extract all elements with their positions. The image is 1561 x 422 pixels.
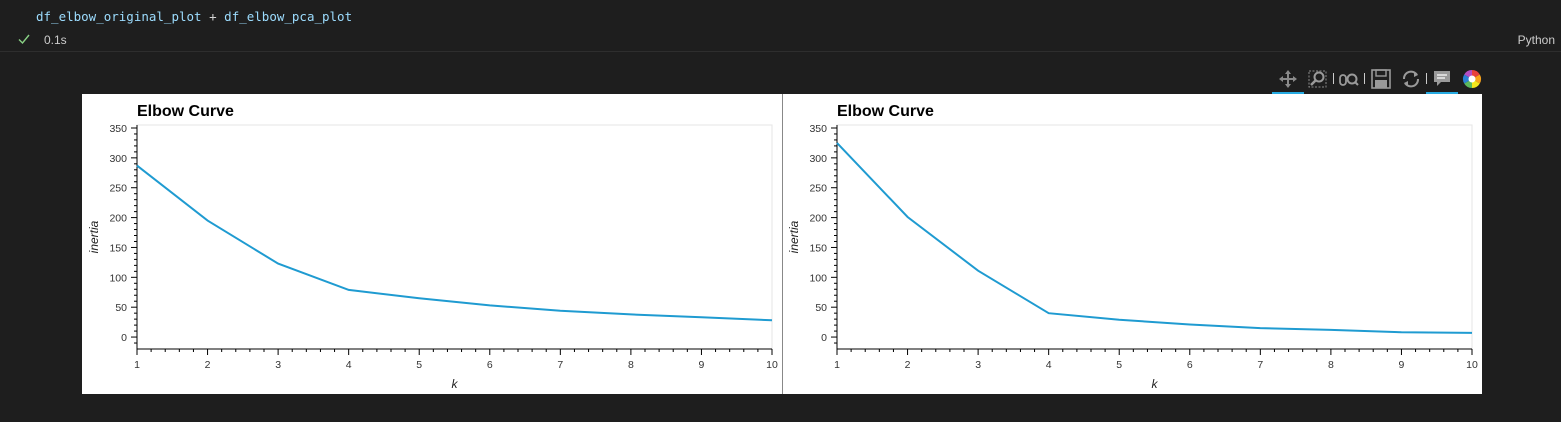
x-tick-label: 9 [699, 359, 705, 371]
bokeh-logo[interactable] [1460, 68, 1484, 90]
x-tick-label: 1 [134, 359, 140, 371]
y-tick-label: 250 [809, 183, 827, 195]
chart-title: Elbow Curve [837, 103, 934, 120]
y-axis-label: inertia [87, 220, 101, 253]
elbow-plot-original[interactable]: Elbow Curve 0 50 100 150 200 250 300 350 1 2 3 4 5 6 7 8… [82, 94, 782, 394]
x-tick-label: 1 [834, 359, 840, 371]
y-tick-label: 350 [109, 123, 127, 135]
x-tick-label: 6 [1187, 359, 1193, 371]
kernel-language[interactable]: Python [1517, 33, 1555, 47]
toolbar-divider [1364, 73, 1365, 84]
hover-icon[interactable] [1426, 68, 1458, 94]
x-tick-label: 5 [416, 359, 422, 371]
y-tick-label: 200 [109, 213, 127, 225]
x-tick-label: 7 [557, 359, 563, 371]
y-tick-label: 200 [809, 213, 827, 225]
x-tick-label: 10 [766, 359, 778, 371]
execution-time: 0.1s [44, 33, 67, 47]
x-axis-label: k [1152, 377, 1159, 391]
elbow-plot-pca[interactable]: Elbow Curve 0 50 100 150 200 250 300 350 1 2 3 4 5 6 7 8… [782, 94, 1482, 394]
toolbar-divider [1426, 73, 1427, 84]
y-tick-label: 50 [815, 302, 827, 314]
code-token-right: df_elbow_pca_plot [224, 9, 353, 24]
notebook-cell: df_elbow_original_plot + df_elbow_pca_pl… [0, 0, 1561, 52]
pan-icon[interactable] [1272, 68, 1304, 94]
x-axis-label: k [452, 377, 459, 391]
series-line [136, 164, 773, 322]
y-axis-label: inertia [787, 220, 801, 253]
plot-layout: Elbow Curve 0 50 100 150 200 250 300 350 1 2 3 4 5 6 7 8… [82, 94, 1482, 394]
chart-svg: Elbow Curve 0 50 100 150 200 250 300 350 1 2 3 4 5 6 7 8… [787, 103, 1478, 391]
y-tick-label: 350 [809, 123, 827, 135]
x-tick-label: 3 [275, 359, 281, 371]
x-tick-label: 10 [1466, 359, 1478, 371]
y-tick-label: 0 [821, 332, 827, 344]
chart-title: Elbow Curve [137, 103, 234, 120]
code-editor-line[interactable]: df_elbow_original_plot + df_elbow_pca_pl… [36, 9, 352, 24]
y-tick-label: 150 [109, 242, 127, 254]
chart-svg: Elbow Curve 0 50 100 150 200 250 300 350 1 2 3 4 5 6 7 8… [87, 103, 778, 391]
y-tick-label: 300 [809, 153, 827, 165]
y-tick-label: 300 [109, 153, 127, 165]
y-tick-label: 150 [809, 242, 827, 254]
y-tick-label: 100 [109, 272, 127, 284]
y-tick-label: 100 [809, 272, 827, 284]
y-tick-label: 0 [121, 332, 127, 344]
x-tick-label: 4 [346, 359, 352, 371]
x-tick-label: 9 [1399, 359, 1405, 371]
wheel-zoom-icon[interactable] [1337, 68, 1361, 90]
code-token-operator: + [209, 9, 217, 24]
box-zoom-icon[interactable] [1306, 68, 1330, 90]
save-icon[interactable] [1369, 68, 1393, 90]
x-tick-label: 2 [905, 359, 911, 371]
x-tick-label: 2 [205, 359, 211, 371]
cell-status-bar: 0.1s Python [0, 30, 1561, 50]
reset-icon[interactable] [1399, 68, 1423, 90]
x-tick-label: 4 [1046, 359, 1052, 371]
x-tick-label: 8 [1328, 359, 1334, 371]
plot-toolbar [1272, 66, 1487, 94]
panel-divider [782, 94, 783, 394]
x-tick-label: 5 [1116, 359, 1122, 371]
series-line [836, 142, 1473, 334]
toolbar-divider [1333, 73, 1334, 84]
x-tick-label: 6 [487, 359, 493, 371]
x-tick-label: 7 [1257, 359, 1263, 371]
check-icon [17, 32, 31, 46]
y-tick-label: 50 [115, 302, 127, 314]
y-tick-label: 250 [109, 183, 127, 195]
code-token-left: df_elbow_original_plot [36, 9, 202, 24]
x-tick-label: 8 [628, 359, 634, 371]
x-tick-label: 3 [975, 359, 981, 371]
